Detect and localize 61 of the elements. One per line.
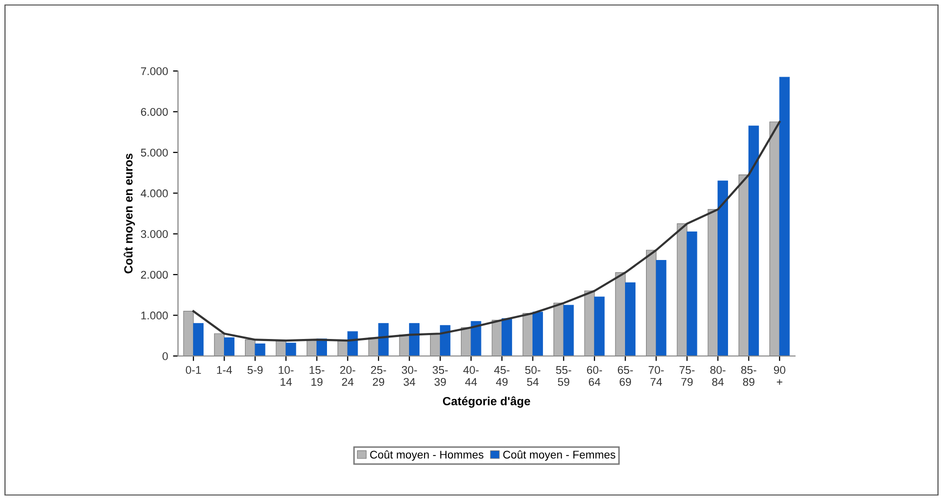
- bar: [254, 344, 266, 356]
- y-tick-label: 7.000: [141, 67, 168, 76]
- x-axis-title: Catégorie d'âge: [442, 396, 530, 408]
- line-series: [192, 120, 781, 342]
- x-tick-label: 25- 29: [371, 366, 386, 386]
- x-tick-label: 80- 84: [710, 366, 726, 386]
- bar: [646, 250, 656, 356]
- y-tick-label: 1.000: [141, 312, 168, 320]
- bar: [183, 310, 194, 356]
- y-axis-title: Coût moyen en euros: [124, 154, 135, 274]
- x-tick-label: 65- 69: [618, 366, 633, 386]
- x-tick-label: 1-4: [217, 366, 232, 374]
- x-tick-label: 60- 64: [587, 366, 602, 386]
- y-tick-label: 2.000: [141, 270, 168, 279]
- x-tick-label: 75- 79: [680, 366, 695, 386]
- y-tick-label: 5.000: [140, 148, 168, 157]
- bar: [779, 76, 790, 356]
- x-tick-label: 5-9: [248, 366, 263, 374]
- x-tick-label: 40- 44: [463, 366, 479, 386]
- bar: [470, 321, 482, 356]
- x-tick-label: 0-1: [186, 366, 201, 374]
- y-tick-label: 0: [162, 352, 168, 360]
- y-tick-label: 3.000: [140, 230, 168, 238]
- x-tick-label: 10- 14: [278, 366, 294, 386]
- bar: [378, 323, 389, 356]
- x-tick-label: 70- 74: [648, 366, 664, 386]
- bar: [615, 272, 626, 356]
- bar: [193, 323, 204, 356]
- x-tick-label: 20- 24: [340, 366, 356, 386]
- bar: [708, 209, 718, 356]
- bar: [738, 174, 750, 356]
- bar: [686, 232, 698, 356]
- y-tick-label: 4.000: [140, 189, 168, 198]
- bar: [440, 325, 450, 356]
- legend-label: Coût moyen - Hommes: [370, 450, 484, 461]
- x-tick-label: 45- 49: [494, 366, 510, 386]
- bar: [553, 302, 564, 356]
- bar: [532, 312, 543, 356]
- bar: [656, 260, 666, 356]
- bar: [224, 337, 234, 356]
- bar: [214, 333, 225, 356]
- legend-label: Coût moyen - Femmes: [503, 450, 616, 461]
- bar: [594, 296, 605, 356]
- x-tick-label: 85- 89: [741, 366, 756, 386]
- bar: [522, 312, 534, 356]
- bar: [625, 282, 636, 356]
- x-tick-label: 90 +: [774, 366, 786, 385]
- bar: [748, 126, 759, 356]
- x-tick-label: 15- 19: [310, 366, 324, 386]
- bar: [286, 342, 296, 356]
- bar: [347, 331, 358, 356]
- x-tick-label: 35- 39: [432, 366, 448, 386]
- bar: [244, 339, 256, 356]
- x-tick-label: 55- 59: [556, 366, 572, 386]
- x-tick-label: 30- 34: [402, 366, 417, 386]
- y-tick-label: 6.000: [141, 108, 168, 116]
- bar: [502, 318, 512, 356]
- x-tick-label: 50- 54: [525, 366, 540, 386]
- bar: [563, 304, 574, 356]
- bar: [718, 180, 728, 356]
- bar: [409, 323, 420, 356]
